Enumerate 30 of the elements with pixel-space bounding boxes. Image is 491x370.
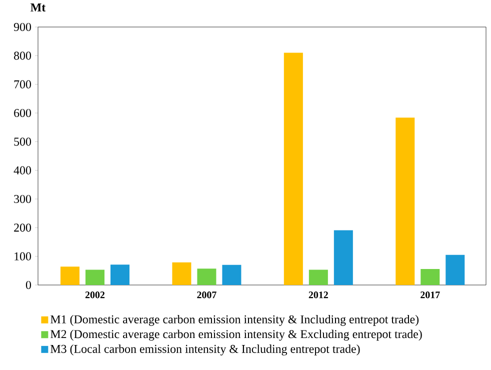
x-tick-label: 2007 [197,292,216,298]
bar [110,264,130,285]
bar [420,268,440,285]
legend-label: M3 (Local carbon emission intensity & Including entrepot trade) [50,344,360,356]
bar [446,254,465,285]
bar [284,52,303,285]
y-tick-label: 500 [14,138,32,146]
y-tick-label: 800 [14,52,32,60]
y-tick-label: 200 [14,224,32,232]
y-tick-label: 100 [14,252,32,260]
bar [396,118,415,285]
x-tick-label: 2017 [420,292,440,298]
y-tick-label: 400 [14,166,32,174]
x-tick-label: 2002 [85,292,105,298]
bar [172,262,192,285]
legend-label: M2 (Domestic average carbon emission intensity & Excluding entrepot trade) [50,330,422,341]
y-tick-label: 600 [14,108,32,118]
y-tick-label: 700 [14,80,32,88]
y-tick-label: 300 [14,194,32,204]
bar [334,230,353,285]
legend-label: M1 (Domestic average carbon emission intensity & Including entrepot trade) [50,314,419,326]
y-tick-label: 0 [26,280,32,290]
bar [308,270,328,285]
x-tick-label: 2012 [308,292,328,298]
y-axis-title: Mt [30,4,46,12]
y-tick-label: 900 [14,22,32,32]
bar [222,264,242,285]
bar [60,266,80,285]
bar [197,268,216,285]
bar [85,270,104,285]
